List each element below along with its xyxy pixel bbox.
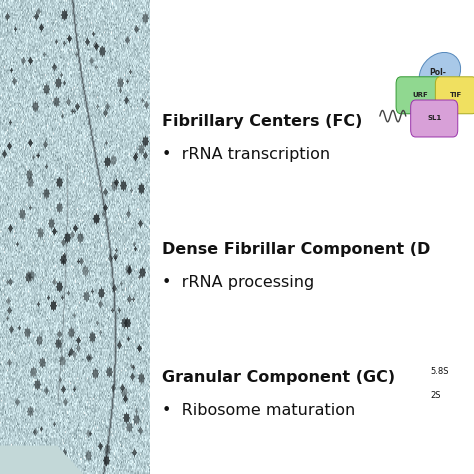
FancyBboxPatch shape (396, 77, 443, 114)
Text: 2S: 2S (430, 391, 441, 400)
Text: Pol-: Pol- (429, 68, 446, 76)
Text: 5.8S: 5.8S (430, 367, 449, 376)
FancyBboxPatch shape (410, 100, 458, 137)
Ellipse shape (419, 53, 461, 94)
Text: Fibrillary Centers (FC): Fibrillary Centers (FC) (162, 114, 363, 129)
Text: Granular Component (GC): Granular Component (GC) (162, 370, 395, 385)
Text: URF: URF (412, 92, 428, 98)
Text: •  rRNA transcription: • rRNA transcription (162, 147, 330, 162)
Text: •  rRNA processing: • rRNA processing (162, 275, 315, 290)
Text: •  Ribosome maturation: • Ribosome maturation (162, 403, 356, 418)
FancyBboxPatch shape (435, 77, 474, 114)
Text: SL1: SL1 (427, 116, 441, 121)
Text: Dense Fibrillar Component (D: Dense Fibrillar Component (D (162, 242, 431, 257)
Text: TIF: TIF (450, 92, 463, 98)
